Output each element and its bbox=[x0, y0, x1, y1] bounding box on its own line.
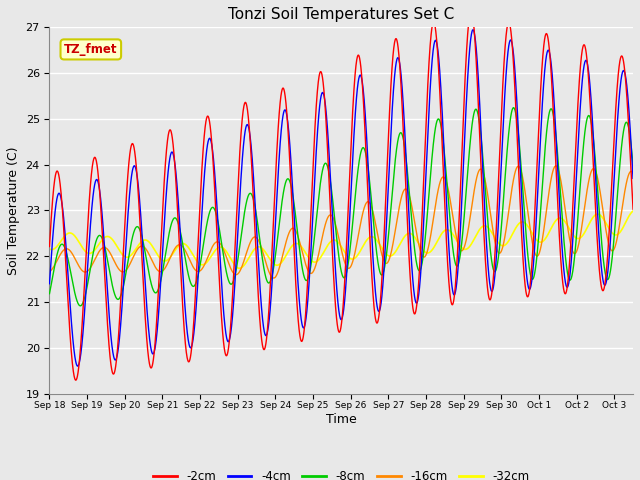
X-axis label: Time: Time bbox=[326, 413, 356, 426]
Y-axis label: Soil Temperature (C): Soil Temperature (C) bbox=[7, 146, 20, 275]
Title: Tonzi Soil Temperatures Set C: Tonzi Soil Temperatures Set C bbox=[228, 7, 454, 22]
Text: TZ_fmet: TZ_fmet bbox=[64, 43, 118, 56]
Legend: -2cm, -4cm, -8cm, -16cm, -32cm: -2cm, -4cm, -8cm, -16cm, -32cm bbox=[148, 466, 534, 480]
